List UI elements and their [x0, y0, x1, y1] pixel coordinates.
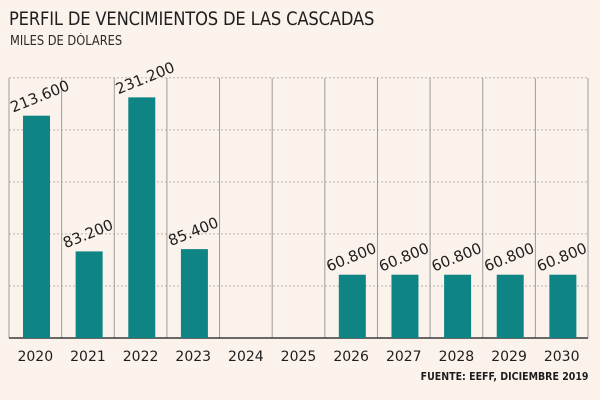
- chart-title: PERFIL DE VENCIMIENTOS DE LAS CASCADAS: [9, 8, 375, 30]
- data-label-2020: 213.600: [8, 76, 72, 116]
- data-label-2026: 60.800: [324, 239, 379, 275]
- data-label-2030: 60.800: [534, 239, 589, 275]
- x-tick-label-2024: 2024: [228, 349, 264, 365]
- x-tick-label-2025: 2025: [281, 349, 317, 365]
- bar-2029: [496, 274, 524, 338]
- bar-2022: [128, 97, 156, 339]
- bar-2020: [23, 115, 50, 338]
- bar-2027: [391, 274, 419, 338]
- bar-2028: [444, 274, 472, 338]
- x-tick-label-2020: 2020: [17, 349, 53, 365]
- x-tick-label-2021: 2021: [70, 349, 106, 365]
- x-tick-label-2028: 2028: [439, 349, 475, 365]
- data-label-2029: 60.800: [481, 239, 536, 275]
- x-tick-label-2026: 2026: [333, 349, 369, 365]
- chart-subtitle: MILES DE DÓLARES: [10, 34, 123, 49]
- data-label-2028: 60.800: [429, 239, 484, 275]
- data-label-2023: 85.400: [166, 213, 221, 249]
- bar-2026: [338, 274, 366, 338]
- x-tick-label-2030: 2030: [544, 349, 580, 365]
- data-label-2021: 83.200: [60, 216, 115, 252]
- x-tick-label-2022: 2022: [123, 349, 159, 365]
- x-tick-label-2023: 2023: [175, 349, 211, 365]
- x-tick-label-2027: 2027: [386, 349, 422, 365]
- bar-2023: [180, 249, 208, 338]
- x-tick-label-2029: 2029: [491, 349, 527, 365]
- source-note: FUENTE: EEFF, DICIEMBRE 2019: [420, 371, 588, 383]
- data-label-2027: 60.800: [376, 239, 431, 275]
- bar-2021: [75, 251, 103, 338]
- bar-2030: [549, 274, 577, 338]
- data-label-2022: 231.200: [113, 58, 177, 98]
